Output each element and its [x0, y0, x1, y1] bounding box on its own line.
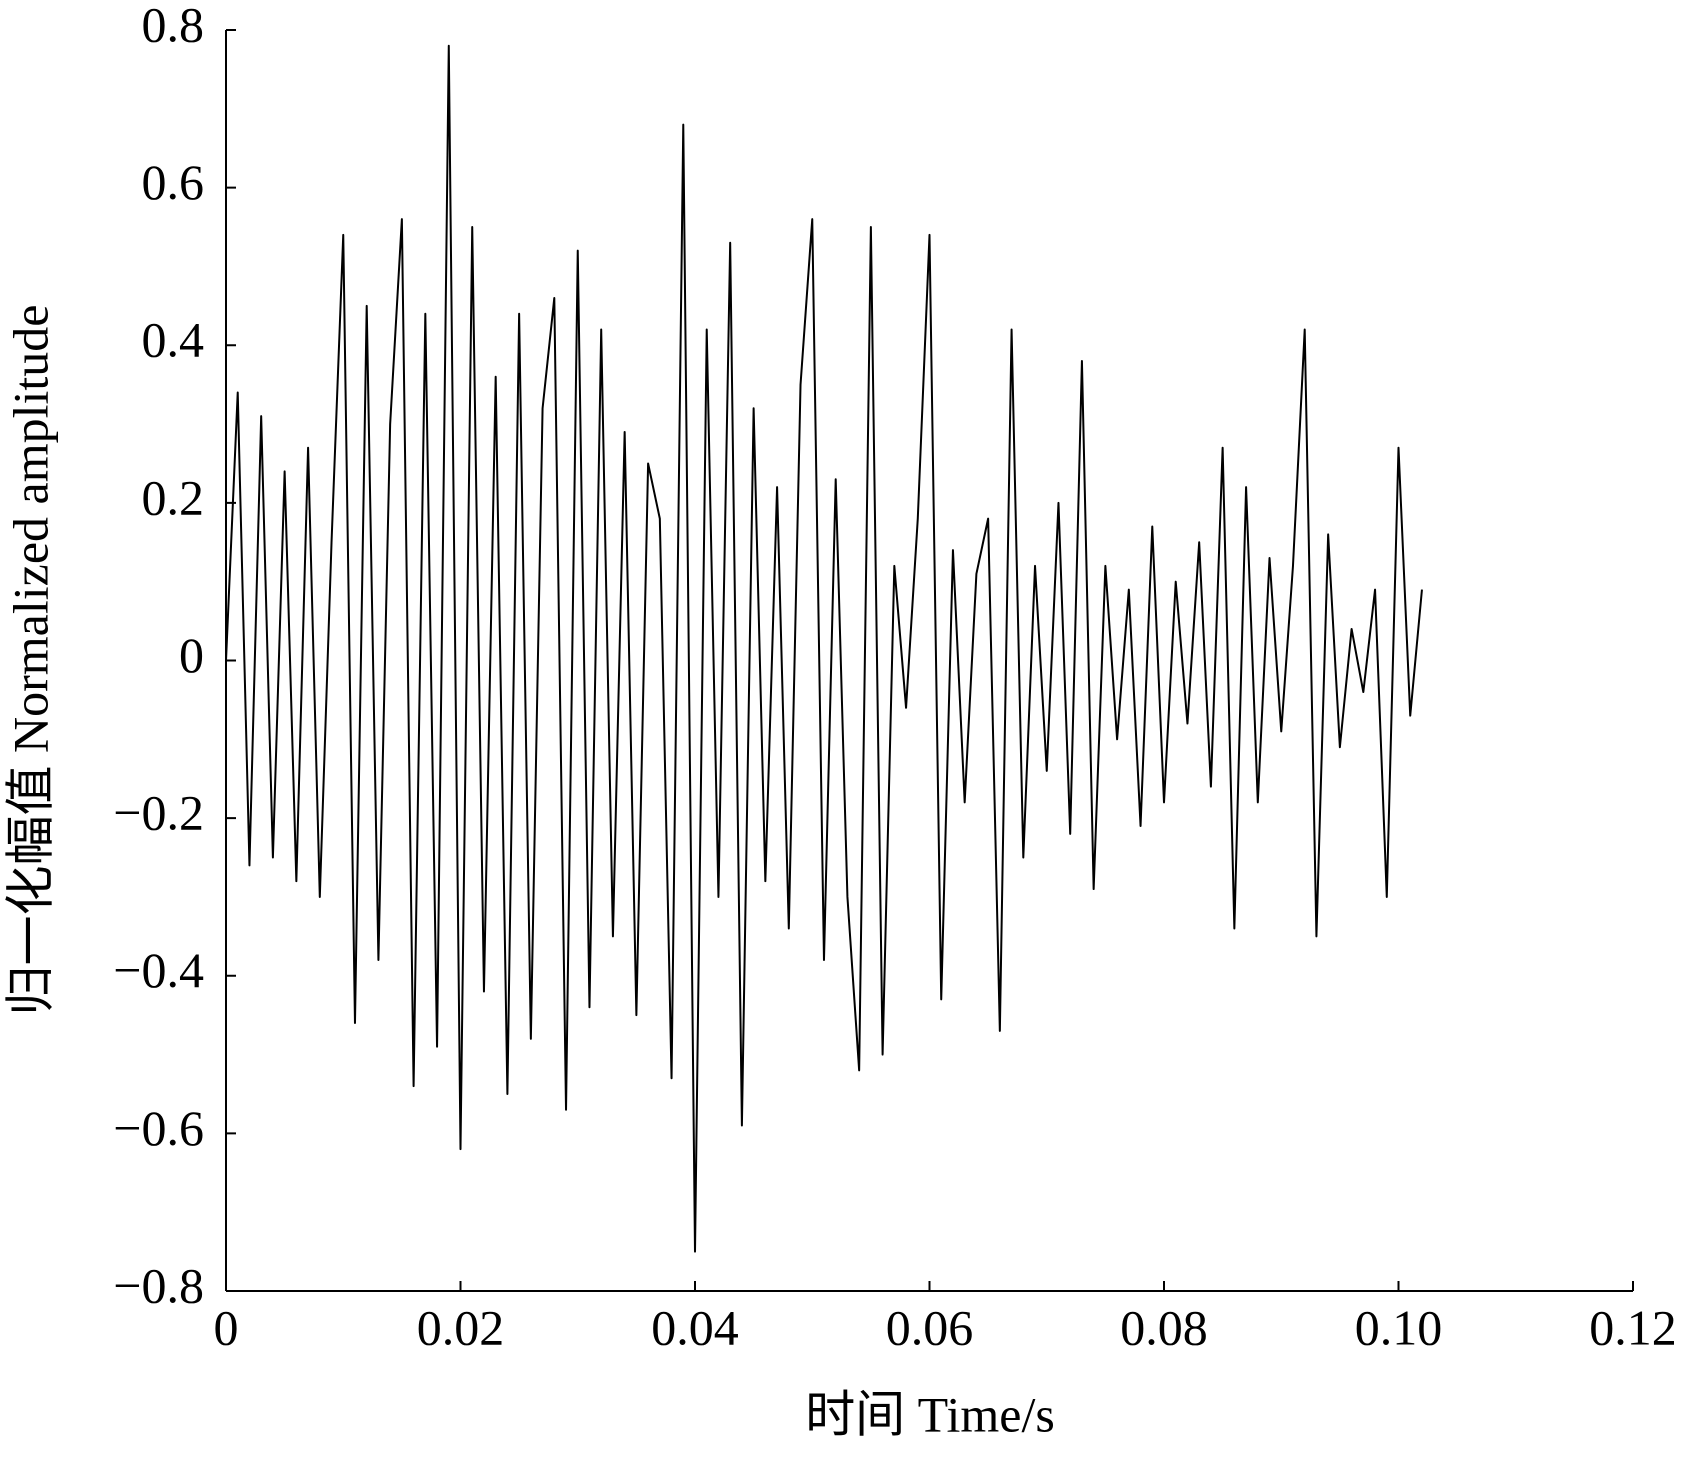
x-tick-label: 0.06: [886, 1299, 974, 1355]
y-tick-label: 0.8: [142, 0, 205, 52]
y-tick-label: −0.4: [113, 942, 204, 998]
y-tick-label: 0.4: [142, 312, 205, 368]
x-tick-label: 0: [214, 1299, 239, 1355]
x-tick-label: 0.10: [1355, 1299, 1443, 1355]
y-tick-label: −0.2: [113, 785, 204, 841]
y-tick-label: −0.6: [113, 1100, 204, 1156]
y-tick-label: 0.2: [142, 469, 205, 525]
x-tick-label: 0.08: [1120, 1299, 1208, 1355]
waveform-line: [225, 44, 1423, 1253]
x-tick-label: 0.12: [1589, 1299, 1677, 1355]
y-tick-label: −0.8: [113, 1257, 204, 1313]
x-tick-label: 0.04: [651, 1299, 739, 1355]
y-tick-label: 0.6: [142, 154, 205, 210]
x-axis-label: 时间 Time/s: [805, 1386, 1055, 1442]
y-axis-label: 归一化幅值 Normalized amplitude: [2, 305, 58, 1016]
x-tick-label: 0.02: [417, 1299, 505, 1355]
y-tick-label: 0: [179, 627, 204, 683]
